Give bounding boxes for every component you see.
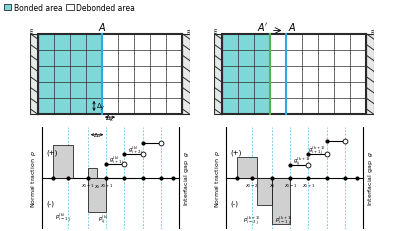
Text: $\Delta_x$: $\Delta_x$ xyxy=(92,131,102,139)
Text: $g_{ij}^{(k+1)}$: $g_{ij}^{(k+1)}$ xyxy=(293,155,311,167)
Text: $A$: $A$ xyxy=(98,21,106,32)
Text: $\Delta_y$: $\Delta_y$ xyxy=(96,101,106,112)
Bar xyxy=(366,35,374,115)
Bar xyxy=(30,35,38,115)
Bar xyxy=(257,178,272,206)
Text: (+): (+) xyxy=(230,149,241,156)
Text: $\Delta_x$: $\Delta_x$ xyxy=(105,114,115,124)
Text: $g_{i+2\ j}^{(k)}$: $g_{i+2\ j}^{(k)}$ xyxy=(128,144,144,157)
Legend: Bonded area, Debonded area: Bonded area, Debonded area xyxy=(4,4,135,13)
Bar xyxy=(182,35,190,115)
Bar xyxy=(222,35,270,115)
Text: Normal traction  $p$: Normal traction $p$ xyxy=(29,149,38,207)
Bar xyxy=(102,35,182,115)
Text: $p_{i-1\ j}^{(k+1)}$: $p_{i-1\ j}^{(k+1)}$ xyxy=(275,214,293,226)
Text: Interfacial gap  $g$: Interfacial gap $g$ xyxy=(366,151,376,205)
Text: (+): (+) xyxy=(46,149,57,156)
Text: $p_{ij}^{(k)}$: $p_{ij}^{(k)}$ xyxy=(98,213,108,225)
Bar xyxy=(38,35,102,115)
Text: Interfacial gap  $g$: Interfacial gap $g$ xyxy=(182,151,192,205)
Text: $A$: $A$ xyxy=(288,21,296,32)
Bar xyxy=(272,178,290,224)
Text: Normal traction  $p$: Normal traction $p$ xyxy=(213,149,222,207)
Text: $x_{i-1}$: $x_{i-1}$ xyxy=(284,181,297,189)
Text: $p_{i-2\ j}^{(k+1)}$: $p_{i-2\ j}^{(k+1)}$ xyxy=(243,214,261,226)
Bar xyxy=(88,169,97,178)
Text: $x_i$: $x_i$ xyxy=(94,182,100,190)
Text: $A'$: $A'$ xyxy=(258,21,269,32)
Text: $g_{i+1\ j}^{(k)}$: $g_{i+1\ j}^{(k)}$ xyxy=(109,153,125,166)
Text: $x_{i+1}$: $x_{i+1}$ xyxy=(100,181,113,189)
Bar xyxy=(53,146,73,178)
Text: (-): (-) xyxy=(230,200,238,207)
Text: $x_{i-1}$: $x_{i-1}$ xyxy=(81,181,94,189)
Bar xyxy=(237,157,257,178)
Text: (-): (-) xyxy=(46,200,54,207)
Text: $x_{i-2}$: $x_{i-2}$ xyxy=(246,181,259,189)
Text: $x_i$: $x_i$ xyxy=(269,181,275,189)
Text: $g_{i+1\ j}^{(k+1)}$: $g_{i+1\ j}^{(k+1)}$ xyxy=(308,144,326,157)
Bar xyxy=(88,178,106,213)
Bar xyxy=(270,35,366,115)
Text: $p_{i-1\ j}^{(k)}$: $p_{i-1\ j}^{(k)}$ xyxy=(56,210,72,223)
Bar xyxy=(214,35,222,115)
Text: $x_{i+1}$: $x_{i+1}$ xyxy=(302,181,315,189)
